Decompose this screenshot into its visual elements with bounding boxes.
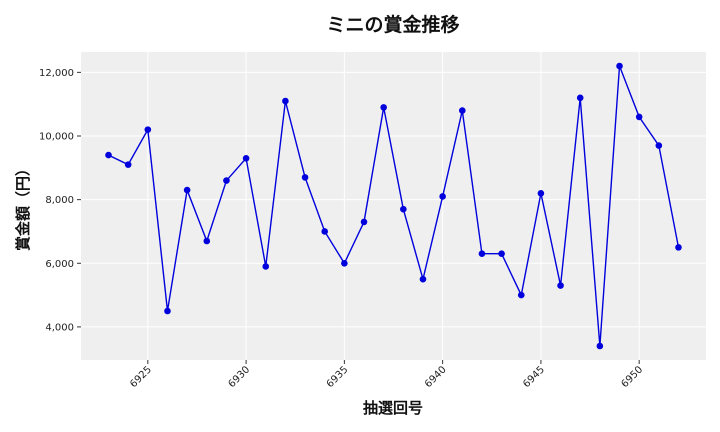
chart-title: ミニの賞金推移 [326,13,459,36]
data-point [183,186,191,194]
y-axis-label: 賞金額（円） [14,161,32,251]
data-point [242,154,250,162]
data-point [223,177,230,184]
data-point [616,62,623,70]
data-point [596,342,604,350]
data-point [419,275,427,283]
x-axis-label: 抽選回号 [363,399,423,417]
data-point [478,250,486,258]
y-tick-label: 4,000 [45,322,74,333]
y-tick-label: 6,000 [45,259,74,270]
data-point [517,291,525,299]
x-tick-label: 6925 [128,364,154,390]
data-point [537,189,545,197]
plot-area [81,52,706,360]
data-point [203,237,211,245]
data-point [400,205,407,213]
data-point [262,263,270,270]
series [105,62,682,350]
x-tick-label: 6945 [521,364,547,390]
data-point [498,250,505,258]
data-point [105,151,112,159]
data-point [124,161,132,168]
x-tick-label: 6930 [226,364,252,390]
data-point [144,126,152,133]
x-tick-label: 6935 [325,364,351,390]
data-point [675,244,682,251]
x-tick-label: 6940 [423,364,449,390]
data-point [380,104,387,111]
data-point [341,259,348,267]
x-axis: 6925 6930 6935 6940 6945 6950 [128,360,645,390]
data-point [458,107,466,114]
x-tick-label: 6950 [620,364,646,390]
data-point [282,97,289,105]
data-point [557,282,564,289]
y-tick-label: 12,000 [39,68,74,79]
y-axis: 4,000 6,000 8,000 10,000 12,000 [39,68,81,333]
data-point [301,174,309,181]
y-tick-label: 8,000 [45,195,74,206]
data-point [321,228,329,235]
data-point [635,113,643,121]
data-point [439,193,446,200]
series-line [108,65,680,347]
data-point [655,142,663,149]
data-point [360,218,368,226]
y-tick-label: 10,000 [39,132,74,143]
data-point [164,307,171,315]
data-point [576,94,584,102]
